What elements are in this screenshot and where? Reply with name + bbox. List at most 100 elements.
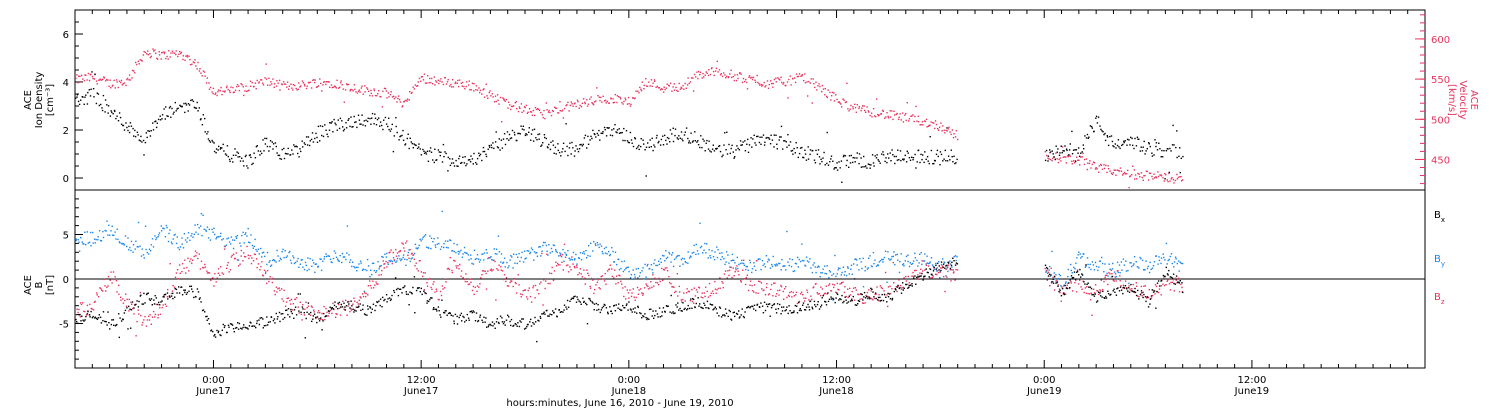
by-point bbox=[634, 274, 635, 275]
density-point bbox=[711, 151, 712, 152]
density-point bbox=[170, 117, 171, 118]
velocity-point bbox=[664, 89, 665, 90]
density-point bbox=[470, 161, 471, 162]
bx-point bbox=[296, 314, 297, 315]
velocity-point bbox=[1135, 174, 1136, 175]
by-point bbox=[126, 246, 127, 247]
velocity-tick-label: 450 bbox=[1431, 155, 1450, 166]
bz-point bbox=[506, 277, 507, 278]
bx-point bbox=[192, 291, 193, 292]
by-point bbox=[125, 235, 126, 236]
velocity-point bbox=[109, 80, 110, 81]
by-point bbox=[133, 244, 134, 245]
by-point bbox=[1121, 270, 1122, 271]
by-point bbox=[949, 260, 950, 261]
x-tick-time-label: 12:00 bbox=[822, 375, 851, 386]
by-point bbox=[878, 265, 879, 266]
density-point bbox=[495, 141, 496, 142]
by-point bbox=[486, 249, 487, 250]
bz-point bbox=[192, 260, 193, 261]
density-point bbox=[215, 152, 216, 153]
velocity-point bbox=[154, 49, 155, 50]
by-point bbox=[733, 260, 734, 261]
bz-point bbox=[423, 272, 424, 273]
bx-point bbox=[767, 306, 768, 307]
velocity-point bbox=[1060, 157, 1061, 158]
by-point bbox=[631, 279, 632, 280]
bx-point bbox=[644, 313, 645, 314]
bx-point bbox=[409, 291, 410, 292]
bz-point bbox=[105, 290, 106, 291]
bx-point bbox=[149, 298, 150, 299]
density-point bbox=[908, 152, 909, 153]
by-point bbox=[921, 264, 922, 265]
density-point bbox=[206, 133, 207, 134]
density-point bbox=[797, 147, 798, 148]
density-point bbox=[227, 145, 228, 146]
velocity-point bbox=[625, 99, 626, 100]
by-point bbox=[1095, 262, 1096, 263]
bx-point bbox=[774, 303, 775, 304]
by-point bbox=[1181, 263, 1182, 264]
bz-point bbox=[424, 289, 425, 290]
bx-point bbox=[808, 306, 809, 307]
by-point bbox=[141, 255, 142, 256]
bz-point bbox=[1086, 286, 1087, 287]
by-point bbox=[99, 230, 100, 231]
velocity-point bbox=[717, 61, 718, 62]
by-point bbox=[478, 259, 479, 260]
velocity-point bbox=[181, 52, 182, 53]
by-point bbox=[1102, 263, 1103, 264]
bz-point bbox=[1123, 285, 1124, 286]
bx-point bbox=[519, 320, 520, 321]
density-point bbox=[523, 126, 524, 127]
by-point bbox=[215, 238, 216, 239]
bz-point bbox=[1102, 289, 1103, 290]
by-point bbox=[1060, 275, 1061, 276]
by-point bbox=[655, 265, 656, 266]
bx-point bbox=[853, 296, 854, 297]
by-point bbox=[881, 259, 882, 260]
by-point bbox=[265, 273, 266, 274]
by-point bbox=[311, 266, 312, 267]
by-point bbox=[412, 257, 413, 258]
density-point bbox=[941, 154, 942, 155]
bz-point bbox=[138, 313, 139, 314]
velocity-point bbox=[713, 71, 714, 72]
velocity-point bbox=[510, 109, 511, 110]
velocity-point bbox=[527, 112, 528, 113]
bx-point bbox=[288, 308, 289, 309]
density-point bbox=[311, 139, 312, 140]
bx-point bbox=[163, 296, 164, 297]
by-point bbox=[253, 248, 254, 249]
bz-point bbox=[666, 267, 667, 268]
velocity-point bbox=[782, 83, 783, 84]
by-point bbox=[727, 254, 728, 255]
bz-point bbox=[864, 302, 865, 303]
velocity-point bbox=[226, 87, 227, 88]
by-point bbox=[135, 248, 136, 249]
by-point bbox=[171, 242, 172, 243]
bz-point bbox=[1116, 280, 1117, 281]
velocity-point bbox=[743, 78, 744, 79]
by-point bbox=[846, 275, 847, 276]
velocity-point bbox=[1136, 178, 1137, 179]
bx-point bbox=[165, 294, 166, 295]
velocity-point bbox=[427, 75, 428, 76]
by-point bbox=[930, 261, 931, 262]
bz-point bbox=[454, 260, 455, 261]
bz-point bbox=[1178, 278, 1179, 279]
by-point bbox=[651, 264, 652, 265]
density-point bbox=[953, 156, 954, 157]
density-point bbox=[713, 145, 714, 146]
velocity-point bbox=[945, 130, 946, 131]
bz-point bbox=[880, 285, 881, 286]
density-point bbox=[664, 135, 665, 136]
density-point bbox=[147, 137, 148, 138]
density-point bbox=[662, 136, 663, 137]
bz-point bbox=[686, 288, 687, 289]
density-point bbox=[661, 139, 662, 140]
bz-point bbox=[954, 280, 955, 281]
bx-point bbox=[845, 297, 846, 298]
velocity-point bbox=[441, 81, 442, 82]
